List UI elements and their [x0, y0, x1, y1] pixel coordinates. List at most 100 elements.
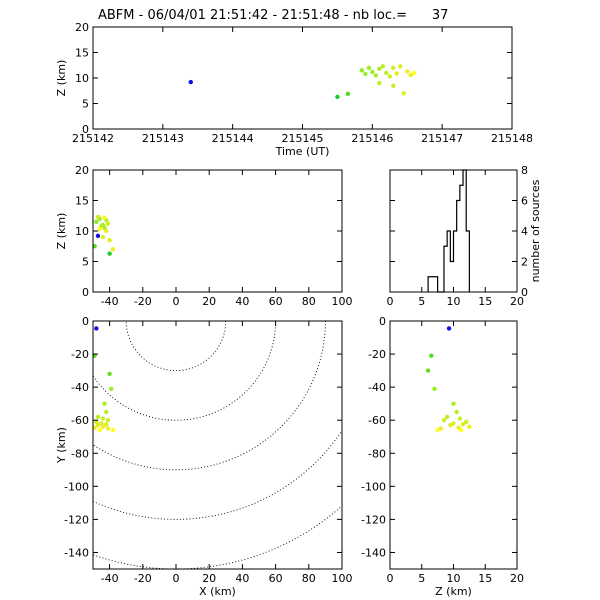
- data-point: [104, 422, 109, 427]
- data-point: [97, 427, 102, 433]
- data-point: [94, 326, 99, 331]
- data-point: [94, 419, 99, 425]
- data-point: [92, 353, 97, 358]
- data-point: [110, 427, 116, 433]
- x-tick-label: 5: [418, 295, 425, 308]
- x-tick-label: 0: [387, 295, 394, 308]
- data-point: [345, 91, 351, 97]
- data-point: [387, 74, 392, 79]
- x-tick-label: 20: [202, 295, 216, 308]
- data-point: [391, 65, 396, 71]
- x-tick-label: 100: [332, 295, 353, 308]
- data-point: [359, 68, 365, 73]
- y-tick-label: -120: [64, 513, 89, 526]
- data-point: [408, 72, 413, 78]
- histogram-outline: [427, 169, 470, 293]
- data-point: [99, 421, 104, 426]
- y-tick-label: -120: [361, 513, 386, 526]
- data-point: [432, 386, 437, 391]
- data-point: [435, 427, 440, 433]
- x-tick-label: 215145: [282, 132, 324, 145]
- data-point: [405, 69, 410, 74]
- data-point: [366, 65, 372, 71]
- data-point: [95, 414, 101, 420]
- data-point: [105, 221, 111, 226]
- data-point: [398, 64, 403, 69]
- histogram-bin: [460, 185, 463, 292]
- x-tick-label: -20: [134, 295, 152, 308]
- data-point: [457, 416, 463, 421]
- data-point: [464, 419, 469, 425]
- data-point: [377, 80, 382, 86]
- x-tick-label: 0: [173, 572, 180, 585]
- y-axis-label: Z (km): [55, 213, 68, 250]
- x-tick-label: 60: [269, 295, 283, 308]
- data-point: [458, 427, 464, 433]
- y-tick-label: -140: [361, 546, 386, 559]
- y-tick-label: 20: [75, 21, 89, 34]
- x-axis-label: X (km): [199, 585, 236, 598]
- y-tick-label: -80: [71, 447, 89, 460]
- y-tick-label: -60: [71, 414, 89, 427]
- data-point: [110, 247, 116, 252]
- y-tick-label: 4: [521, 225, 528, 238]
- x-tick-label: 20: [202, 572, 216, 585]
- data-point: [429, 353, 434, 358]
- x-axis-label: Z (km): [435, 585, 472, 598]
- y-tick-label: -140: [64, 546, 89, 559]
- data-point: [460, 422, 466, 427]
- data-point: [105, 418, 111, 423]
- x-tick-label: -40: [101, 295, 119, 308]
- y-tick-label: 15: [75, 195, 89, 208]
- y-tick-label: 8: [521, 164, 528, 177]
- x-tick-label: 0: [173, 295, 180, 308]
- x-tick-label: 100: [332, 572, 353, 585]
- data-point: [95, 233, 101, 239]
- data-point: [104, 228, 109, 234]
- y-tick-label: -20: [71, 348, 89, 361]
- data-point: [107, 237, 112, 243]
- data-point: [100, 416, 106, 421]
- x-tick-label: -40: [101, 572, 119, 585]
- y-tick-label: 15: [75, 47, 89, 60]
- x-tick-label: 215143: [142, 132, 184, 145]
- y-tick-label: -40: [71, 381, 89, 394]
- data-point: [188, 79, 193, 85]
- x-tick-label: 0: [387, 572, 394, 585]
- data-point: [370, 69, 375, 75]
- data-point: [107, 251, 112, 256]
- x-tick-label: 20: [510, 572, 524, 585]
- data-point: [102, 215, 107, 220]
- data-point: [444, 414, 450, 420]
- data-point: [454, 409, 459, 415]
- data-point: [100, 234, 106, 240]
- data-point: [441, 418, 447, 423]
- x-tick-label: 15: [478, 572, 492, 585]
- y-tick-label: 10: [75, 72, 89, 85]
- data-point: [92, 425, 97, 430]
- y-tick-label: 0: [379, 315, 386, 328]
- y-tick-label: -100: [361, 480, 386, 493]
- data-point: [100, 424, 106, 430]
- data-point: [412, 70, 417, 76]
- y-axis-label: number of sources: [529, 179, 542, 282]
- data-point: [377, 66, 382, 72]
- x-tick-label: 5: [418, 572, 425, 585]
- data-point: [94, 219, 99, 225]
- y-tick-label: -40: [368, 381, 386, 394]
- x-tick-label: 215147: [421, 132, 463, 145]
- x-tick-label: -20: [134, 572, 152, 585]
- x-tick-label: 10: [447, 572, 461, 585]
- data-point: [107, 371, 112, 377]
- x-tick-label: 215146: [351, 132, 393, 145]
- time-z-frame: [92, 26, 513, 130]
- y-tick-label: 20: [75, 164, 89, 177]
- data-point: [401, 91, 406, 96]
- data-point: [394, 71, 399, 76]
- y-tick-label: 0: [82, 123, 89, 136]
- data-point: [448, 422, 453, 428]
- histogram-bin: [431, 277, 434, 292]
- y-tick-label: -20: [368, 348, 386, 361]
- x-tick-label: 80: [302, 572, 316, 585]
